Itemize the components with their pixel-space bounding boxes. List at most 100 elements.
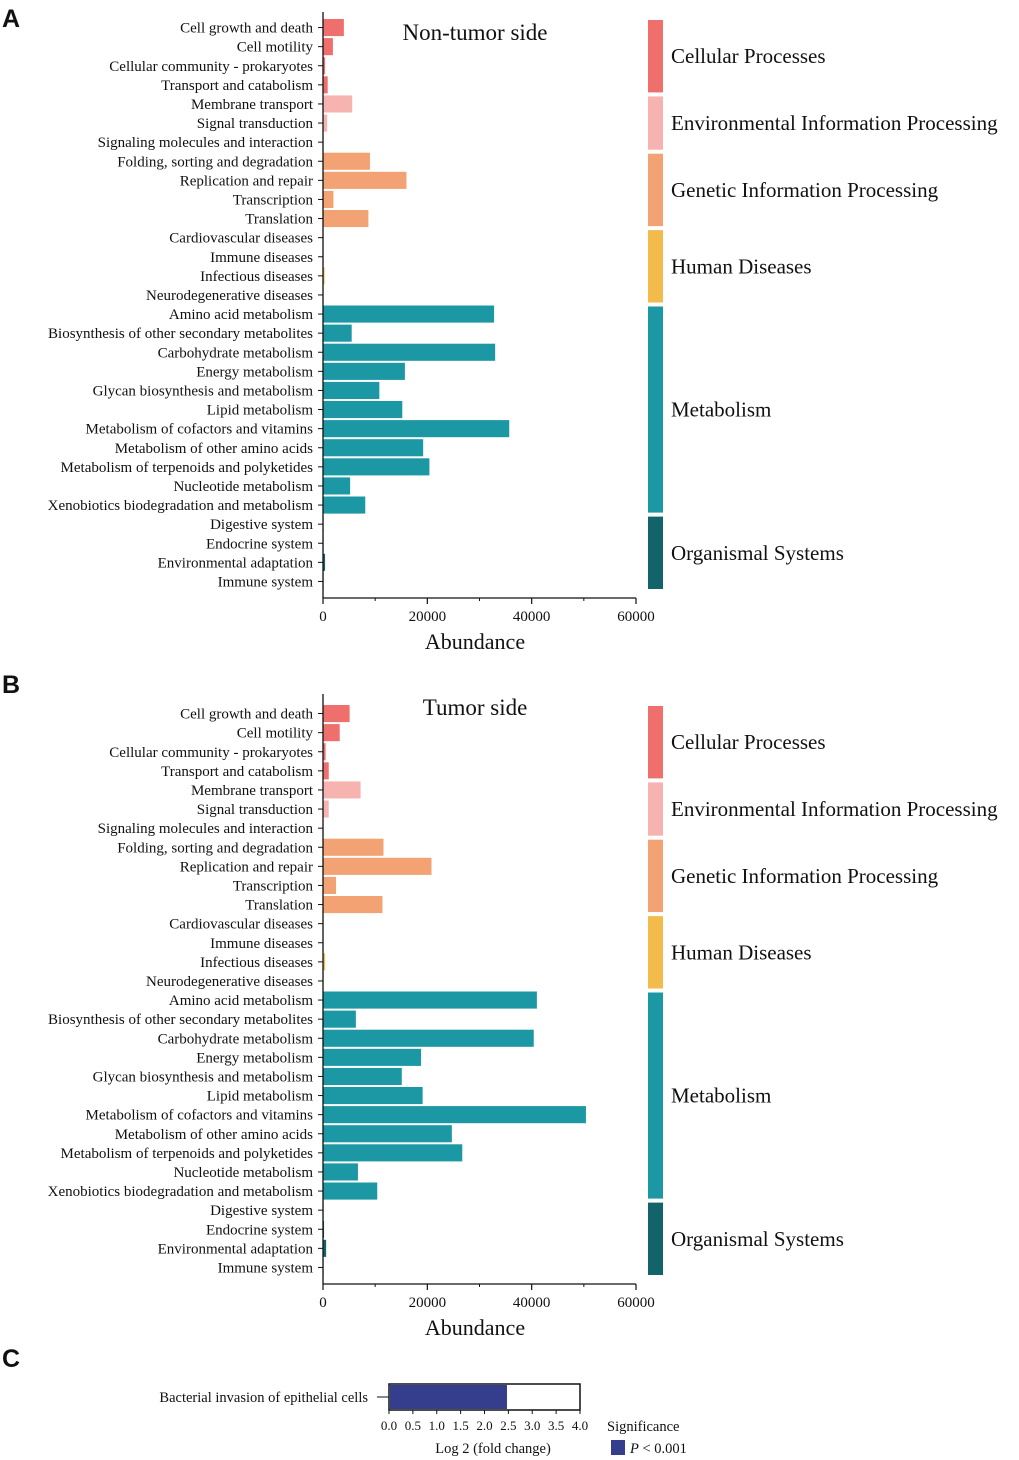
category-label: Membrane transport [191,97,314,113]
category-label: Translation [245,898,313,914]
panel-a-chart: Cell growth and death Cell motility Cellul… [48,12,998,654]
panel-letter-c: C [2,1345,20,1373]
category-label: Transport and catabolism [161,764,313,780]
legend-label-p: P [629,1441,639,1457]
category-label: Replication and repair [180,859,313,875]
bar-17 [323,1010,356,1028]
category-label: Glycan biosynthesis and metabolism [93,383,314,399]
bar-22 [323,420,510,438]
group-label: Human Diseases [671,254,812,278]
category-label: Immune diseases [210,936,313,952]
category-label: Immune system [218,1260,314,1276]
category-label: Cellular community - prokaryotes [109,59,313,75]
bar-9 [323,171,407,189]
category-label: Amino acid metabolism [169,993,313,1009]
category-label: Cardiovascular diseases [169,231,313,247]
group-label: Genetic Information Processing [671,864,939,888]
bar-26 [323,496,366,514]
legend-label-threshold: < 0.001 [639,1441,687,1457]
category-label: Cellular community - prokaryotes [109,745,313,761]
category-label: Digestive system [210,517,313,533]
x-axis-title: Abundance [425,1315,525,1340]
category-label: Signal transduction [197,802,314,818]
category-label: Nucleotide metabolism [173,479,313,495]
bar-1 [323,19,344,37]
category-label: Folding, sorting and degradation [117,840,313,856]
bar-24 [323,1144,463,1162]
category-label: Immune diseases [210,250,313,266]
category-label: Metabolism of other amino acids [115,1127,313,1143]
bar-4 [323,76,328,94]
category-label: Xenobiotics biodegradation and metabolis… [48,1184,314,1200]
category-label: Folding, sorting and degradation [117,154,313,170]
category-label: Amino acid metabolism [169,307,313,323]
group-strip-3 [648,153,663,227]
category-label: Endocrine system [206,1222,313,1238]
bar-14 [323,267,325,285]
category-label: Signaling molecules and interaction [98,135,314,151]
group-strip-2 [648,96,663,150]
x-tick-label: 2.5 [500,1418,516,1433]
category-label: Xenobiotics biodegradation and metabolis… [48,498,314,514]
x-tick-label: 20000 [409,609,447,625]
bar-20 [323,1067,402,1085]
bar-6 [323,114,328,132]
bar-18 [323,1029,534,1047]
panel-letter-a: A [2,5,20,33]
category-label: Bacterial invasion of epithelial cells [159,1390,368,1406]
bar-26 [323,1182,378,1200]
panel-letter-b: B [2,671,20,699]
bar-16 [323,991,537,1009]
x-tick-label: 0.0 [381,1418,397,1433]
bar-5 [323,95,353,113]
category-label: Metabolism of terpenoids and polyketides [61,460,314,476]
bar-8 [323,838,384,856]
x-tick-label: 0 [319,1295,327,1311]
group-label: Environmental Information Processing [671,111,998,135]
category-label: Immune system [218,574,314,590]
group-strip-6 [648,516,663,589]
category-label: Metabolism of cofactors and vitamins [86,1108,314,1124]
category-label: Translation [245,212,313,228]
category-label: Nucleotide metabolism [173,1165,313,1181]
group-label: Genetic Information Processing [671,178,939,202]
category-label: Lipid metabolism [207,1089,314,1105]
bar-10 [323,876,337,894]
bar-11 [323,896,383,914]
category-label: Glycan biosynthesis and metabolism [93,1069,314,1085]
group-label: Metabolism [671,1084,771,1108]
category-label: Cell motility [237,40,314,56]
category-label: Neurodegenerative diseases [146,974,313,990]
legend-label: P < 0.001 [629,1441,687,1457]
bar-21 [323,1087,423,1105]
group-strip-3 [648,839,663,913]
bar-2 [323,724,340,742]
x-tick-label: 20000 [409,1295,447,1311]
x-tick-label: 1.0 [429,1418,445,1433]
bar-1 [390,1385,507,1409]
category-label: Lipid metabolism [207,403,314,419]
category-label: Environmental adaptation [158,555,314,571]
group-strip-6 [648,1202,663,1275]
group-label: Cellular Processes [671,730,826,754]
category-label: Endocrine system [206,536,313,552]
category-label: Cardiovascular diseases [169,917,313,933]
bar-3 [323,57,326,75]
group-label: Organismal Systems [671,541,844,565]
legend-swatch [611,1440,625,1455]
group-strip-5 [648,992,663,1199]
category-label: Energy metabolism [196,1050,313,1066]
category-label: Infectious diseases [200,955,313,971]
category-label: Transcription [233,878,314,894]
bar-14 [323,953,326,971]
bar-11 [323,210,369,228]
group-strip-1 [648,20,663,93]
category-label: Membrane transport [191,783,314,799]
category-label: Metabolism of other amino acids [115,441,313,457]
category-label: Transcription [233,192,314,208]
bar-9 [323,857,432,875]
category-label: Carbohydrate metabolism [158,1031,314,1047]
x-tick-label: 3.0 [524,1418,540,1433]
bar-10 [323,190,334,208]
